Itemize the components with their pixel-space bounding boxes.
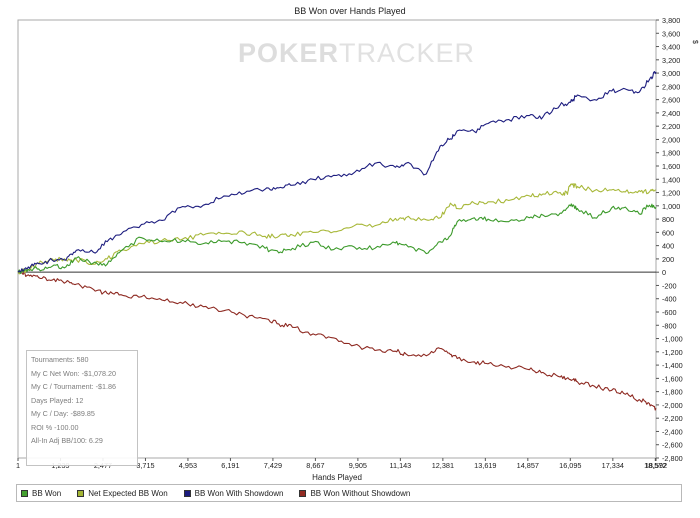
x-tick-label: 8,667: [306, 461, 324, 470]
legend-item-with-showdown[interactable]: BB Won With Showdown: [183, 488, 284, 498]
y-tick-label: 3,600: [662, 29, 680, 38]
x-tick-label: 14,857: [517, 461, 539, 470]
x-tick-label: 3,715: [136, 461, 154, 470]
y-tick-label: -2,000: [662, 401, 683, 410]
x-tick-label: 18,592: [645, 461, 667, 470]
x-tick-label: 1: [16, 461, 20, 470]
y-tick-label: 3,000: [662, 69, 680, 78]
x-tick-label: 13,619: [474, 461, 496, 470]
stat-roi: ROI % -100.00: [31, 422, 79, 432]
y-tick-label: 1,000: [662, 202, 680, 211]
x-tick-label: 16,095: [559, 461, 581, 470]
legend-label: BB Won: [32, 488, 62, 498]
legend-item-without-showdown[interactable]: BB Won Without Showdown: [299, 489, 410, 498]
y-tick-label: -1,800: [662, 388, 683, 397]
stat-tournaments: Tournaments: 580: [31, 355, 89, 364]
y-tick-label: -1,200: [662, 348, 683, 357]
legend-label: BB Won Without Showdown: [310, 488, 411, 498]
x-tick-label: 4,953: [179, 461, 197, 470]
y-tick-label: -2,200: [662, 414, 683, 423]
y-tick-label: 3,400: [662, 43, 680, 52]
plot-frame: [17, 19, 657, 459]
y-tick-label: -1,400: [662, 361, 683, 370]
y-tick-label: 1,200: [662, 189, 680, 198]
x-tick-label: 18,572: [644, 461, 666, 470]
legend: BB Won Net Expected BB Won BB Won With S…: [16, 484, 682, 502]
y-tick-label: 600: [662, 228, 674, 237]
y-tick-label: 2,000: [662, 135, 680, 144]
legend-swatch: [299, 489, 307, 497]
stats-box: Tournaments: 580 My C Net Won: -$1,078.2…: [26, 350, 138, 466]
y-tick-label: 1,800: [662, 149, 680, 158]
legend-label: Net Expected BB Won: [88, 488, 168, 498]
x-tick-label: 7,429: [264, 461, 282, 470]
y-tick-label: 0: [662, 268, 666, 277]
y-tick-label: -400: [662, 295, 677, 304]
y-tick-label: 2,400: [662, 109, 680, 118]
y-axis-label: $: [691, 40, 698, 44]
stat-per-tournament: My C / Tournament: -$1.86: [31, 382, 116, 391]
stat-days-played: Days Played: 12: [31, 395, 84, 405]
y-tick-label: -2,600: [662, 441, 683, 450]
y-tick-label: -2,400: [662, 427, 683, 436]
stat-allin-adj: All-In Adj BB/100: 6.29: [31, 436, 103, 445]
legend-item-net-expected[interactable]: Net Expected BB Won: [77, 488, 168, 498]
y-tick-label: 200: [662, 255, 674, 264]
y-tick-label: 3,200: [662, 56, 680, 65]
stat-net-won: My C Net Won: -$1,078.20: [31, 368, 116, 378]
x-tick-label: 17,334: [602, 461, 624, 470]
y-tick-label: 2,200: [662, 122, 680, 131]
y-tick-label: -1,600: [662, 374, 683, 383]
x-axis-label: Hands Played: [312, 473, 362, 482]
series-line-bb-won: [17, 203, 657, 275]
x-tick-label: 9,905: [349, 461, 367, 470]
y-tick-label: 800: [662, 215, 674, 224]
x-tick-label: 11,143: [389, 461, 411, 470]
watermark-bold: POKER: [238, 38, 340, 68]
y-tick-label: 1,400: [662, 175, 680, 184]
y-tick-label: -200: [662, 281, 677, 290]
legend-swatch: [21, 489, 28, 497]
y-tick-label: 3,800: [662, 16, 680, 25]
y-tick-label: 400: [662, 242, 674, 251]
watermark-light: TRACKER: [339, 38, 476, 68]
legend-label: BB Won With Showdown: [194, 488, 284, 498]
y-tick-label: 2,800: [662, 82, 680, 91]
y-tick-label: -2,800: [662, 454, 683, 463]
legend-swatch: [183, 489, 191, 497]
y-tick-label: -1,000: [662, 335, 683, 344]
series-line-net-expected-bb-won: [17, 183, 657, 275]
x-tick-label: 12,381: [432, 461, 454, 470]
pokertracker-watermark: POKERTRACKER: [238, 38, 475, 69]
series-line-bb-won-without-showdown: [17, 270, 657, 411]
stat-per-day: My C / Day: -$89.85: [31, 409, 95, 418]
legend-swatch: [77, 489, 85, 497]
chart-title: BB Won over Hands Played: [294, 6, 405, 16]
y-tick-label: -600: [662, 308, 677, 317]
y-tick-label: 2,600: [662, 96, 680, 105]
x-tick-label: 6,191: [221, 461, 239, 470]
legend-item-bb-won[interactable]: BB Won: [21, 489, 61, 498]
y-tick-label: -800: [662, 321, 677, 330]
y-tick-label: 1,600: [662, 162, 680, 171]
series-line-bb-won-with-showdown: [17, 71, 657, 273]
